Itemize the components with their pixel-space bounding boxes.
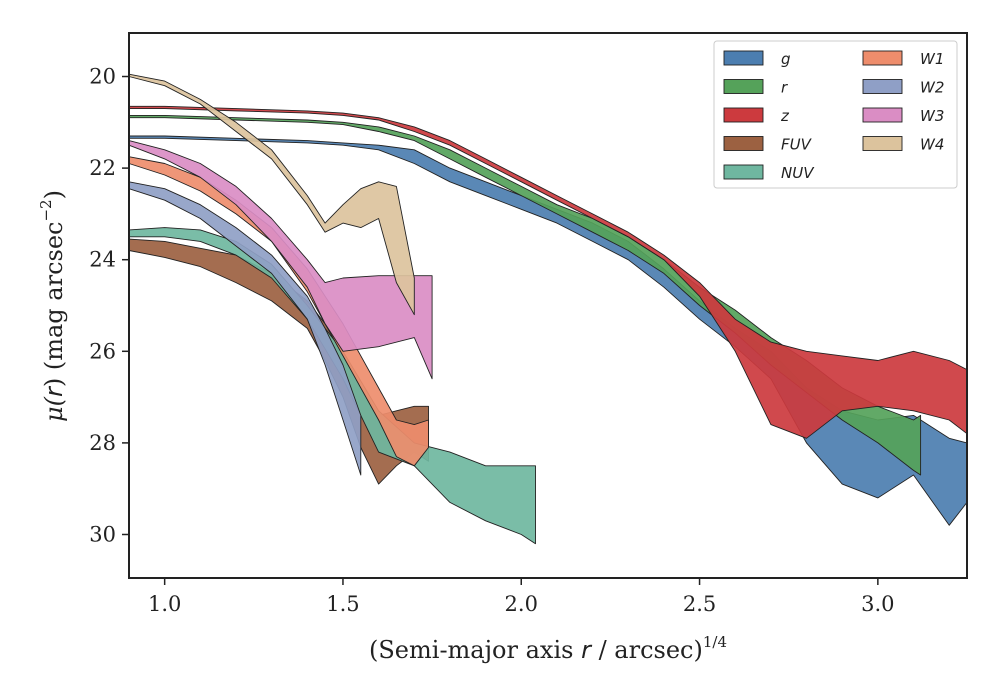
plot-frame [128, 32, 968, 579]
y-axis: 20 22 24 26 28 30 [89, 65, 129, 546]
legend-label-g: g [781, 50, 791, 68]
legend-frame [713, 40, 958, 189]
band-w2 [128, 181, 362, 476]
legend-swatch-w2 [862, 79, 903, 94]
band-w4 [128, 73, 415, 316]
y-axis-label-var: r [40, 385, 68, 397]
y-tick-label: 20 [89, 65, 116, 89]
x-tick-label: 1.0 [148, 592, 181, 616]
y-tick-label: 28 [89, 431, 116, 455]
legend-swatch-g [723, 50, 764, 66]
x-axis-label-sup: 1/4 [703, 633, 727, 651]
y-tick-label: 24 [89, 248, 116, 272]
legend-label-z: z [780, 107, 790, 125]
x-tick-label: 2.0 [505, 592, 538, 616]
band-w3 [128, 140, 433, 380]
x-axis-label-post: / arcsec) [591, 636, 703, 664]
y-axis-label-end: ) [40, 190, 68, 199]
y-axis-label-pre: μ( [40, 396, 68, 422]
legend: grz FUV NUV W1 W2 W3 W4 [713, 40, 958, 189]
legend-swatch-w3 [862, 107, 903, 123]
y-axis-label-sup: −2 [37, 199, 55, 221]
legend-swatch-w4 [862, 136, 903, 151]
legend-label-w1: W1 [920, 50, 944, 68]
x-tick-label: 1.5 [326, 592, 359, 616]
x-axis-label-pre: (Semi-major axis [369, 636, 581, 664]
x-axis: 1.0 1.5 2.0 2.5 3.0 [148, 578, 895, 616]
x-tick-label: 2.5 [683, 592, 716, 616]
legend-swatch-z [723, 107, 764, 123]
profile-bands [128, 73, 968, 545]
x-tick-label: 3.0 [861, 592, 894, 616]
x-axis-label-var: r [581, 636, 593, 664]
legend-label-r: r [781, 79, 788, 97]
legend-label-w3: W3 [920, 107, 944, 125]
legend-label-nuv: NUV [781, 164, 815, 182]
legend-swatch-fuv [723, 136, 764, 151]
y-axis-label-post: ) (mag arcsec [40, 222, 68, 388]
y-axis-label: μ(r) (mag arcsec−2) [37, 190, 68, 422]
band-r [128, 114, 922, 476]
y-tick-label: 26 [89, 339, 116, 363]
legend-swatch-nuv [723, 164, 764, 180]
y-tick-label: 30 [89, 522, 116, 546]
legend-label-fuv: FUV [781, 136, 813, 154]
legend-swatch-r [723, 79, 764, 94]
legend-label-w4: W4 [920, 136, 944, 154]
x-axis-label: (Semi-major axis r / arcsec)1/4 [369, 633, 727, 664]
legend-label-w2: W2 [920, 79, 944, 97]
legend-swatch-w1 [862, 50, 903, 66]
y-tick-label: 22 [89, 156, 116, 180]
